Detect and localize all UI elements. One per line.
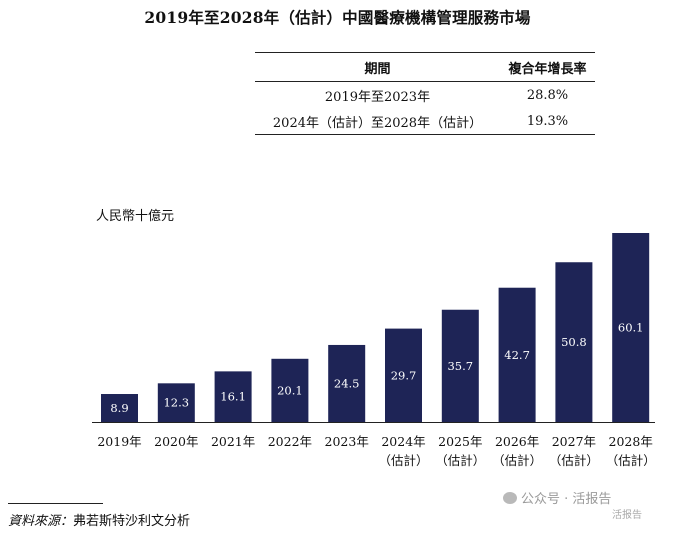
x-tick-note: （估計） [378, 453, 428, 468]
bar-value-label: 24.5 [334, 376, 360, 390]
bar [385, 328, 422, 422]
bar [555, 262, 593, 422]
watermark-sub: 活报告 [612, 510, 642, 521]
source-label: 資料來源： [8, 514, 74, 529]
bar [157, 383, 195, 422]
wechat-icon [503, 491, 517, 504]
bar [271, 358, 309, 422]
x-tick-label: 2020年 [154, 434, 198, 449]
source-text: 弗若斯特沙利文分析 [73, 514, 191, 529]
cagr-rate-cell: 19.3% [500, 108, 595, 135]
cagr-header-row: 期間 複合年增長率 [255, 52, 595, 82]
bar [441, 309, 479, 422]
cagr-row: 2024年（估計）至2028年（估計） 19.3% [255, 108, 595, 135]
bar-value-label: 50.8 [561, 335, 587, 349]
bar-value-label: 42.7 [504, 348, 530, 362]
x-tick-label: 2027年 [552, 434, 596, 449]
cagr-row: 2019年至2023年 28.8% [255, 82, 595, 109]
cagr-period-cell: 2019年至2023年 [324, 89, 431, 105]
bar-value-label: 20.1 [277, 383, 303, 397]
chart-title: 2019年至2028年（估計）中國醫療機構管理服務市場 [144, 8, 531, 27]
watermark: 公众号 · 活报告 [503, 488, 611, 507]
x-tick-note: （估計） [492, 453, 542, 468]
bar-value-label: 16.1 [220, 390, 246, 404]
bar [328, 344, 366, 422]
x-tick-note: （估計） [549, 453, 599, 468]
cagr-header-period: 期間 [255, 52, 500, 82]
x-tick-note: （估計） [435, 453, 485, 468]
bar-value-label: 29.7 [391, 368, 417, 382]
unit-label: 人民幣十億元 [96, 209, 175, 224]
bar-value-label: 35.7 [447, 359, 473, 373]
source-divider [8, 503, 103, 504]
x-tick-label: 2028年 [609, 434, 653, 449]
cagr-rate-cell: 28.8% [526, 87, 569, 103]
cagr-period-cell: 2024年（估計）至2028年（估計） [255, 108, 500, 135]
source-note: 資料來源：弗若斯特沙利文分析 [8, 510, 190, 529]
cagr-table: 期間 複合年增長率 2019年至2023年 28.8% 2024年（估計）至20… [255, 52, 595, 135]
bar-value-label: 12.3 [163, 396, 189, 410]
bar [214, 371, 252, 422]
x-tick-label: 2022年 [268, 434, 312, 449]
x-tick-note: （估計） [606, 453, 656, 468]
bar [101, 394, 138, 422]
x-tick-label: 2025年 [438, 434, 482, 449]
watermark-text: 公众号 · 活报告 [521, 492, 612, 507]
bar [498, 287, 536, 422]
cagr-header-rate: 複合年增長率 [500, 52, 595, 82]
bar [612, 233, 650, 422]
x-tick-label: 2021年 [211, 434, 255, 449]
x-tick-label: 2019年 [97, 434, 141, 449]
x-tick-label: 2024年 [381, 434, 425, 449]
x-tick-label: 2023年 [325, 434, 369, 449]
bar-value-label: 8.9 [110, 401, 128, 415]
x-tick-label: 2026年 [495, 434, 539, 449]
bar-value-label: 60.1 [618, 321, 644, 335]
